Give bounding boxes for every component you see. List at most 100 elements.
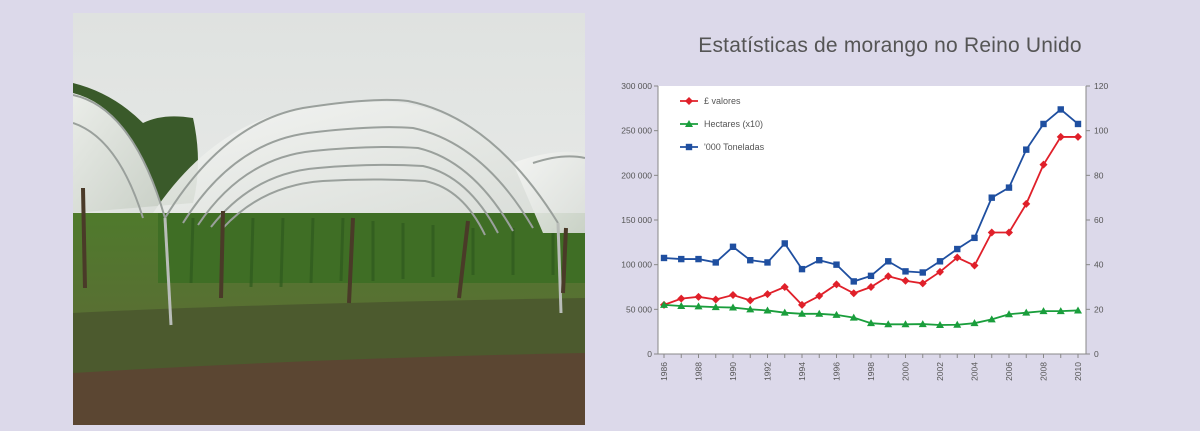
- data-point: [988, 194, 995, 201]
- data-point: [936, 267, 944, 276]
- plot-area: [658, 86, 1086, 354]
- data-point: [712, 259, 719, 266]
- data-point: [849, 289, 858, 298]
- data-point: [936, 320, 944, 328]
- x-tick-label: 1994: [797, 362, 807, 381]
- y-left-tick-label: 250 000: [621, 126, 652, 136]
- data-point: [918, 279, 927, 288]
- x-tick-label: 2008: [1039, 362, 1049, 381]
- data-point: [919, 269, 926, 276]
- data-point: [1023, 146, 1030, 153]
- axes: 0 50 000 100 000 150 000 200 000 250 000 300 0…: [621, 81, 1108, 381]
- x-tick-label: 1988: [694, 362, 704, 381]
- data-point: [1005, 310, 1013, 318]
- data-point: [780, 283, 789, 291]
- legend-swatch-marker: [685, 120, 693, 127]
- data-point: [660, 300, 668, 308]
- legend-label: £ valores: [704, 96, 741, 106]
- y-right-tick-label: 100: [1094, 126, 1108, 136]
- x-tick-label: 2010: [1073, 362, 1083, 381]
- data-point: [987, 315, 996, 323]
- data-point: [815, 291, 824, 300]
- data-point: [832, 280, 841, 289]
- data-point: [798, 265, 806, 273]
- data-point: [711, 303, 720, 311]
- data-point: [971, 234, 978, 242]
- data-point: [747, 257, 754, 264]
- data-point: [987, 228, 996, 237]
- data-point: [954, 245, 961, 253]
- y-left-tick-label: 300 000: [621, 81, 652, 91]
- y-left-tick-label: 50 000: [626, 304, 652, 314]
- legend-item: Hectares (x10): [680, 119, 763, 129]
- x-tick-label: 1996: [832, 362, 842, 381]
- data-point: [694, 302, 703, 310]
- data-point: [849, 313, 858, 321]
- data-point: [764, 259, 771, 266]
- strawberry-chart: 0 50 000 100 000 150 000 200 000 250 000 300 0…: [621, 81, 1108, 381]
- data-point: [850, 278, 857, 285]
- y-right-tick-label: 40: [1094, 260, 1104, 270]
- x-tick-label: 1998: [866, 362, 876, 381]
- data-point: [746, 305, 755, 313]
- data-point: [677, 294, 686, 303]
- data-point: [1039, 307, 1048, 315]
- data-point: [885, 258, 892, 265]
- series-0: [660, 132, 1082, 309]
- data-point: [902, 268, 909, 275]
- data-point: [711, 295, 720, 304]
- data-point: [781, 240, 788, 247]
- y-right-tick-label: 60: [1094, 215, 1104, 225]
- y-right-tick-label: 80: [1094, 170, 1104, 180]
- y-right-tick-label: 20: [1094, 304, 1104, 314]
- x-tick-label: 2006: [1004, 362, 1014, 381]
- y-left-tick-label: 0: [647, 349, 652, 359]
- data-point: [867, 319, 875, 327]
- data-point: [1022, 308, 1031, 316]
- x-tick-label: 2002: [935, 362, 945, 381]
- data-point: [763, 290, 772, 299]
- legend-swatch-marker: [685, 97, 693, 105]
- polytunnel-photo: [73, 13, 585, 425]
- data-point: [729, 303, 737, 311]
- data-point: [970, 261, 979, 270]
- data-point: [660, 254, 668, 262]
- data-point: [901, 320, 910, 328]
- data-point: [1056, 307, 1065, 315]
- legend: £ valores Hectares (x10) '000 Toneladas: [680, 96, 765, 152]
- data-point: [884, 320, 893, 328]
- data-point: [1005, 184, 1013, 191]
- data-point: [1005, 228, 1013, 237]
- data-point: [1039, 160, 1048, 169]
- data-point: [1074, 120, 1082, 128]
- data-point: [884, 272, 893, 281]
- data-point: [936, 258, 944, 265]
- data-point: [798, 300, 806, 309]
- data-point: [694, 292, 703, 301]
- data-point: [1057, 106, 1064, 113]
- y-left-tick-label: 200 000: [621, 170, 652, 180]
- data-point: [901, 276, 910, 285]
- data-point: [867, 283, 875, 291]
- legend-item: £ valores: [680, 96, 741, 106]
- y-left-tick-label: 100 000: [621, 260, 652, 270]
- data-point: [953, 253, 962, 262]
- series-layer: [660, 106, 1082, 328]
- y-right-tick-label: 120: [1094, 81, 1108, 91]
- data-point: [695, 255, 702, 263]
- data-point: [832, 310, 841, 318]
- data-point: [729, 291, 737, 300]
- y-left-tick-label: 150 000: [621, 215, 652, 225]
- legend-item: '000 Toneladas: [680, 142, 765, 152]
- data-point: [746, 296, 755, 305]
- data-point: [816, 257, 823, 264]
- series-2: [660, 106, 1082, 285]
- data-point: [729, 243, 737, 250]
- y-right-tick-label: 0: [1094, 349, 1099, 359]
- data-point: [763, 306, 772, 314]
- x-tick-label: 2000: [901, 362, 911, 381]
- data-point: [970, 319, 979, 327]
- data-point: [798, 309, 806, 317]
- x-tick-label: 2004: [970, 362, 980, 381]
- data-point: [867, 272, 875, 280]
